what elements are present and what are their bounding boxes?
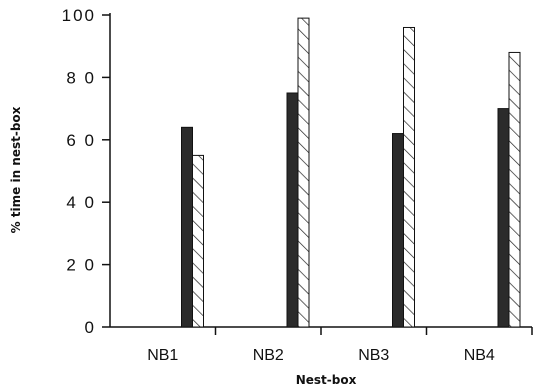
x-axis-title: Nest-box xyxy=(296,373,357,387)
labels: 0 2 0 4 0 6 0 8 0 100 NB1 NB2 NB3 NB4 xyxy=(62,6,495,364)
bars xyxy=(181,17,521,328)
y-tick-label: 100 xyxy=(62,6,96,25)
axes xyxy=(102,13,533,335)
y-tick-label: 8 0 xyxy=(66,68,96,87)
x-category-label: NB3 xyxy=(358,347,389,364)
y-tick-label: 6 0 xyxy=(66,131,96,150)
bar-series2-nb3 xyxy=(403,26,415,328)
y-axis-title: % time in nest-box xyxy=(9,106,23,233)
x-category-label: NB4 xyxy=(464,347,495,364)
bar-series2-nb2 xyxy=(297,17,310,328)
bar-series1-nb1 xyxy=(181,126,193,328)
y-tick-label: 2 0 xyxy=(66,256,96,275)
bar-series1-nb2 xyxy=(286,92,299,328)
bar-series1-nb3 xyxy=(392,133,404,328)
y-tick-label: 0 xyxy=(85,318,96,337)
bar-series1-nb4 xyxy=(497,108,510,328)
x-category-label: NB1 xyxy=(147,347,178,364)
x-category-label: NB2 xyxy=(253,347,284,364)
bar-series2-nb4 xyxy=(508,51,521,328)
y-tick-label: 4 0 xyxy=(66,193,96,212)
bar-series2-nb1 xyxy=(192,154,204,328)
